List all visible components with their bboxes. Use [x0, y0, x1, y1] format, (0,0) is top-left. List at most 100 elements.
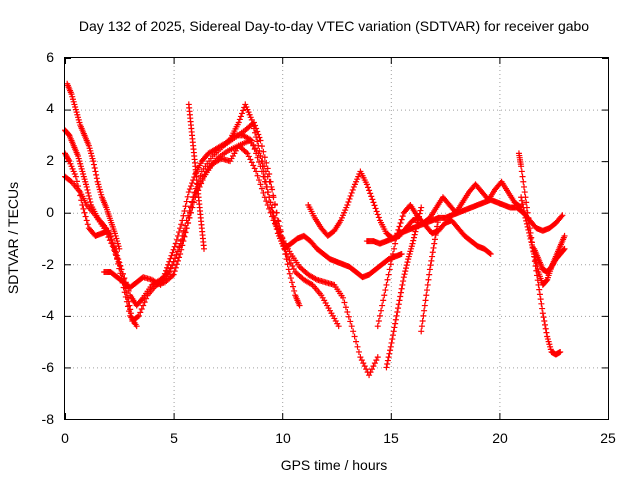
data-point — [397, 289, 404, 296]
data-point — [422, 297, 429, 304]
data-point — [367, 190, 374, 197]
data-point — [537, 296, 544, 303]
data-point — [542, 325, 549, 332]
data-point — [85, 189, 92, 196]
data-point — [523, 220, 530, 227]
data-point — [366, 372, 373, 379]
data-point — [170, 271, 177, 278]
data-point — [90, 158, 97, 165]
data-point — [539, 310, 546, 317]
data-point — [397, 220, 404, 227]
data-point — [162, 267, 169, 274]
data-point — [174, 248, 181, 255]
data-point — [257, 152, 264, 159]
data-point — [264, 165, 271, 172]
y-tick-label: 2 — [46, 152, 54, 168]
data-point — [114, 256, 121, 263]
data-point — [401, 271, 408, 278]
data-point — [258, 158, 265, 165]
data-point — [521, 183, 528, 190]
data-point — [274, 225, 281, 232]
data-point — [187, 183, 194, 190]
data-point — [413, 222, 420, 229]
data-point — [521, 189, 528, 196]
y-tick-label: 4 — [46, 100, 54, 116]
data-point — [375, 214, 382, 221]
data-point — [185, 220, 192, 227]
data-point — [524, 223, 531, 230]
y-tick-labels: -8 -6 -4 -2 0 2 4 6 — [42, 49, 55, 427]
data-point — [431, 240, 438, 247]
y-tick-label: -2 — [42, 256, 55, 272]
data-point — [363, 181, 370, 188]
data-point — [521, 207, 528, 214]
data-point — [79, 201, 86, 208]
series-track-h — [229, 101, 405, 281]
data-point — [536, 286, 543, 293]
data-point — [370, 363, 377, 370]
data-point — [391, 324, 398, 331]
data-point — [417, 207, 424, 214]
data-point — [258, 185, 265, 192]
data-point — [120, 284, 127, 291]
data-point — [244, 150, 251, 157]
series-track-n — [515, 150, 564, 358]
data-point — [158, 277, 165, 284]
data-point — [398, 216, 405, 223]
data-point — [426, 266, 433, 273]
data-point — [366, 187, 373, 194]
data-point — [237, 113, 244, 120]
data-point — [116, 245, 123, 252]
data-point — [268, 204, 275, 211]
data-point — [518, 194, 525, 201]
data-point — [369, 196, 376, 203]
data-point — [387, 347, 394, 354]
data-point — [384, 276, 391, 283]
data-point — [374, 211, 381, 218]
data-point — [173, 236, 180, 243]
data-point — [348, 323, 355, 330]
data-point — [260, 148, 267, 155]
data-point — [173, 251, 180, 258]
data-point — [269, 186, 276, 193]
data-point — [266, 194, 273, 201]
data-point — [541, 318, 548, 325]
data-point — [270, 213, 277, 220]
data-point — [416, 213, 423, 220]
data-point — [181, 207, 188, 214]
data-point — [400, 274, 407, 281]
series-track-m — [418, 214, 442, 335]
data-point — [368, 366, 375, 373]
data-point — [390, 328, 397, 335]
data-point — [159, 276, 166, 283]
data-point — [538, 300, 545, 307]
data-point — [394, 230, 401, 237]
data-point — [373, 357, 380, 364]
data-point — [267, 199, 274, 206]
data-point — [183, 225, 190, 232]
data-point — [185, 189, 192, 196]
data-point — [179, 217, 186, 224]
data-point — [177, 225, 184, 232]
data-point — [184, 193, 191, 200]
data-point — [561, 232, 568, 239]
data-point — [344, 308, 351, 315]
data-point — [248, 159, 255, 166]
data-point — [523, 199, 530, 206]
data-point — [391, 245, 398, 252]
data-point — [349, 186, 356, 193]
data-point — [395, 301, 402, 308]
x-tick-label: 0 — [61, 430, 69, 446]
data-point — [116, 259, 123, 266]
data-point — [176, 244, 183, 251]
data-point — [434, 219, 441, 226]
data-point — [80, 205, 87, 212]
data-point — [248, 116, 255, 123]
data-point — [355, 348, 362, 355]
data-point — [402, 268, 409, 275]
x-tick-label: 5 — [170, 430, 178, 446]
data-point — [123, 298, 130, 305]
data-point — [348, 189, 355, 196]
data-point — [271, 217, 278, 224]
data-point — [73, 178, 80, 185]
